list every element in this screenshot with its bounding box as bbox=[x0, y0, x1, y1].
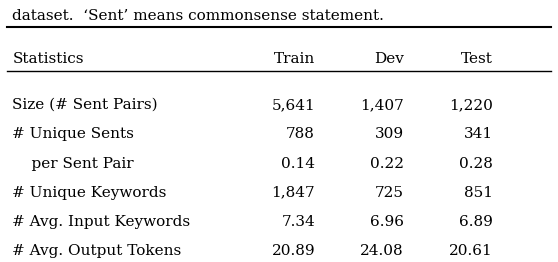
Text: # Unique Keywords: # Unique Keywords bbox=[12, 186, 167, 200]
Text: 1,407: 1,407 bbox=[360, 98, 404, 112]
Text: # Avg. Input Keywords: # Avg. Input Keywords bbox=[12, 215, 191, 229]
Text: 341: 341 bbox=[464, 127, 493, 141]
Text: 1,847: 1,847 bbox=[271, 186, 315, 200]
Text: 0.28: 0.28 bbox=[459, 156, 493, 171]
Text: 1,220: 1,220 bbox=[449, 98, 493, 112]
Text: # Unique Sents: # Unique Sents bbox=[12, 127, 134, 141]
Text: 788: 788 bbox=[286, 127, 315, 141]
Text: 309: 309 bbox=[375, 127, 404, 141]
Text: 0.14: 0.14 bbox=[281, 156, 315, 171]
Text: Size (# Sent Pairs): Size (# Sent Pairs) bbox=[12, 98, 158, 112]
Text: 851: 851 bbox=[464, 186, 493, 200]
Text: 7.34: 7.34 bbox=[281, 215, 315, 229]
Text: 20.61: 20.61 bbox=[449, 244, 493, 258]
Text: Train: Train bbox=[274, 52, 315, 66]
Text: 5,641: 5,641 bbox=[271, 98, 315, 112]
Text: 6.96: 6.96 bbox=[370, 215, 404, 229]
Text: 6.89: 6.89 bbox=[459, 215, 493, 229]
Text: Dev: Dev bbox=[374, 52, 404, 66]
Text: 20.89: 20.89 bbox=[271, 244, 315, 258]
Text: 0.22: 0.22 bbox=[370, 156, 404, 171]
Text: # Avg. Output Tokens: # Avg. Output Tokens bbox=[12, 244, 182, 258]
Text: 24.08: 24.08 bbox=[360, 244, 404, 258]
Text: Test: Test bbox=[461, 52, 493, 66]
Text: dataset.  ‘Sent’ means commonsense statement.: dataset. ‘Sent’ means commonsense statem… bbox=[12, 9, 384, 23]
Text: 725: 725 bbox=[375, 186, 404, 200]
Text: Statistics: Statistics bbox=[12, 52, 84, 66]
Text: per Sent Pair: per Sent Pair bbox=[12, 156, 134, 171]
